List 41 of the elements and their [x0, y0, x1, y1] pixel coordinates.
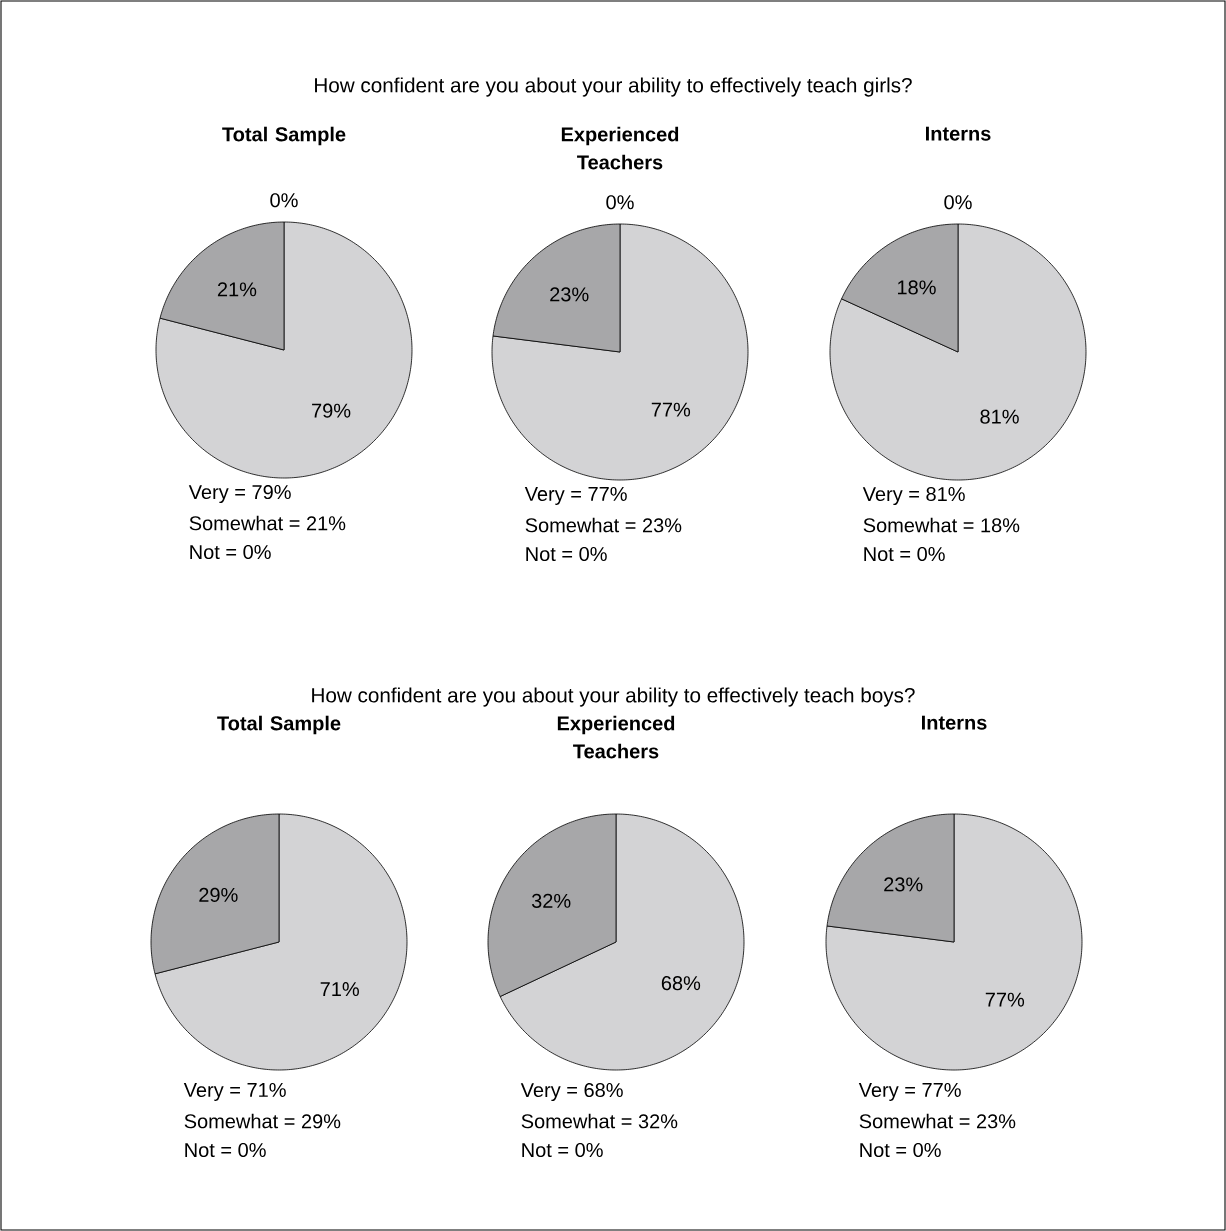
text: 0%: [270, 193, 298, 208]
data-label: 23%: [884, 877, 923, 892]
data-label: 79%: [312, 403, 351, 418]
text: Very = 68%: [520, 1082, 623, 1102]
data-label: 81%: [980, 409, 1019, 424]
text: Very = 79%: [188, 484, 291, 504]
chart-subtitle: Experienced Teachers: [557, 715, 675, 759]
data-label: 77%: [651, 402, 691, 417]
data-label: 18%: [897, 280, 936, 295]
chart-subtitle: Total Sample: [217, 715, 341, 735]
text: Somewhat = 29%: [184, 1113, 341, 1129]
data-label: 77%: [985, 992, 1025, 1007]
data-label: 29%: [199, 887, 238, 903]
data-label: 23%: [550, 287, 589, 302]
text: Very = 77%: [858, 1083, 961, 1102]
text: 0%: [606, 195, 634, 210]
text: Somewhat = 23%: [525, 517, 682, 533]
chart-subtitle: Experienced Teachers: [561, 126, 679, 170]
text: Not = 0%: [864, 546, 945, 562]
data-label: 71%: [320, 982, 359, 997]
chart-subtitle: Interns: [926, 126, 991, 141]
data-label: 21%: [217, 282, 257, 297]
chart-subtitle: Interns: [922, 715, 987, 730]
text: Somewhat = 18%: [863, 517, 1020, 533]
text: Not = 0%: [526, 546, 607, 562]
text: Very = 81%: [862, 486, 965, 506]
data-label: 68%: [661, 976, 701, 991]
text: 0%: [944, 195, 972, 210]
text: Somewhat = 32%: [521, 1113, 678, 1129]
chart-subtitle: Total Sample: [222, 126, 346, 146]
text: Not = 0%: [860, 1142, 941, 1158]
text: Somewhat = 23%: [859, 1113, 1016, 1129]
text: Not = 0%: [522, 1142, 603, 1158]
text: Somewhat = 21%: [189, 515, 346, 531]
text: How confident are you about your ability to effectively teach boys?: [312, 687, 915, 707]
text: Very = 71%: [183, 1083, 286, 1102]
data-label: 32%: [531, 893, 571, 908]
text: Not = 0%: [185, 1142, 266, 1158]
text: Very = 77%: [524, 487, 627, 506]
text: How confident are you about your ability to effectively teach girls?: [315, 77, 912, 97]
text: Not = 0%: [190, 544, 271, 560]
